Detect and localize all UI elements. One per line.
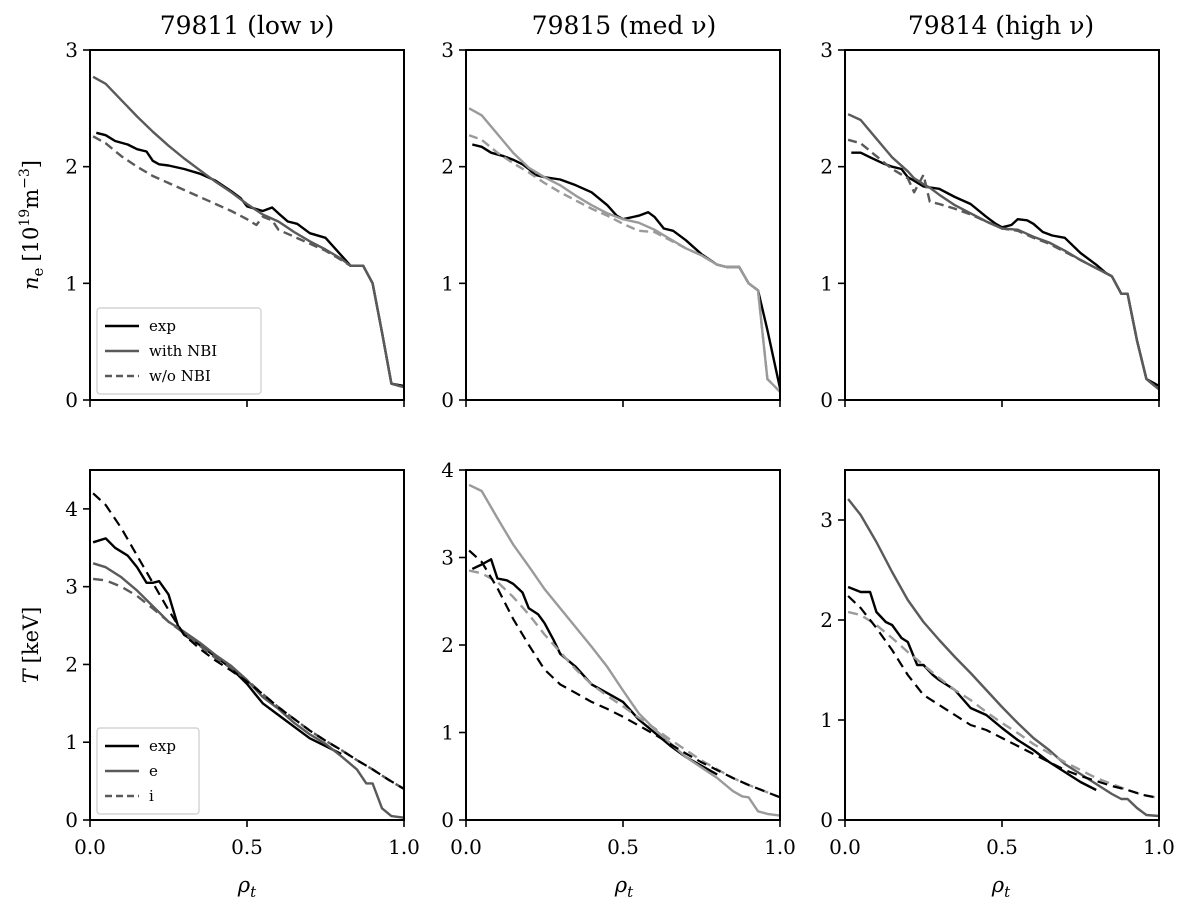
y-tick-label: 1 [820, 708, 833, 732]
series-w-o-nbi-line [468, 134, 780, 393]
y-tick-label: 0 [441, 808, 454, 832]
xlabel-col1-sub: t [250, 883, 257, 901]
xlabel-col3-sub: t [1004, 883, 1011, 901]
y-tick-label: 1 [65, 730, 78, 754]
xlabel-col2-sub: t [627, 883, 634, 901]
xlabel-col2: ρt [614, 873, 634, 901]
ylabel-ne-mid: m [19, 189, 43, 209]
legend-label: w/o NBI [149, 367, 211, 385]
series-with-nbi-line [847, 113, 1159, 391]
legend-label: exp [149, 737, 176, 755]
ylabel-ne-var: n [19, 276, 43, 290]
series-with-nbi-line [92, 75, 404, 389]
x-tick-label: 0.5 [986, 835, 1018, 859]
y-tick-label: 2 [65, 652, 78, 676]
legend-box [96, 727, 200, 815]
y-tick-label: 2 [820, 155, 833, 179]
ylabel-t-var: T [19, 667, 43, 683]
panel-2: 0 1 2 3 [441, 38, 781, 412]
y-tick-label: 4 [441, 458, 454, 482]
legend-label: with NBI [149, 342, 217, 360]
legend-label: exp [149, 317, 176, 335]
x-tick-label: 1.0 [388, 835, 420, 859]
panel-frame [844, 469, 1160, 821]
series-exp-line [851, 151, 1159, 388]
series-i-line [468, 569, 780, 799]
ylabel-t: T [keV] [19, 607, 43, 684]
panel-4: 0 1 2 3 4 0.0 0.5 1.0 exp ei [65, 469, 420, 859]
series-i-sim-line [468, 549, 780, 799]
x-tick-label: 0.5 [231, 835, 263, 859]
y-tick-label: 2 [65, 155, 78, 179]
y-tick-label: 0 [820, 808, 833, 832]
ylabel-ne-prefix: [10 [19, 227, 43, 262]
x-tick-label: 0.0 [74, 835, 106, 859]
ylabel-ne-exp2: −3 [17, 168, 33, 189]
series-i-line [847, 610, 1159, 800]
x-tick-label: 1.0 [764, 835, 796, 859]
x-tick-label: 0.5 [607, 835, 639, 859]
y-tick-label: 2 [441, 155, 454, 179]
ylabel-ne: ne [1019m−3] [17, 160, 47, 290]
series-w-o-nbi-line [847, 138, 1159, 391]
panel-1: 0 1 2 3 exp with NBI w/o NBI [65, 38, 405, 412]
series-e-line [847, 498, 1159, 818]
y-tick-label: 0 [820, 388, 833, 412]
y-tick-label: 1 [820, 271, 833, 295]
legend: exp ei [96, 727, 200, 815]
series-i-sim-line [92, 492, 404, 790]
y-tick-label: 1 [441, 721, 454, 745]
y-tick-label: 3 [820, 38, 833, 62]
xlabel-col3-var: ρ [991, 873, 1005, 897]
y-tick-label: 2 [441, 633, 454, 657]
panel-6: 0 1 2 3 0.0 0.5 1.0 [820, 469, 1175, 859]
y-tick-label: 3 [65, 38, 78, 62]
xlabel-col2-var: ρ [614, 873, 628, 897]
legend-label: e [149, 762, 158, 780]
legend-box [96, 307, 262, 395]
y-tick-label: 3 [65, 575, 78, 599]
panel-frame [465, 49, 781, 401]
legend-label: i [149, 787, 154, 805]
panel-frame [465, 469, 781, 821]
panel-5: 0 1 2 3 4 0.0 0.5 1.0 [441, 458, 796, 859]
xlabel-col1: ρt [237, 873, 257, 901]
y-tick-label: 4 [65, 497, 78, 521]
y-tick-label: 0 [65, 388, 78, 412]
y-tick-label: 3 [820, 508, 833, 532]
series-w-o-nbi-line [92, 135, 404, 389]
title-79811: 79811 (low ν) [160, 11, 335, 40]
panel-frame [844, 49, 1160, 401]
series-exp-line [471, 558, 718, 776]
title-79815: 79815 (med ν) [532, 11, 717, 40]
xlabel-col1-var: ρ [237, 873, 251, 897]
series-exp-line [847, 585, 1097, 792]
legend: exp with NBI w/o NBI [96, 307, 262, 395]
series-i-sim-line [847, 595, 1159, 800]
x-tick-label: 1.0 [1143, 835, 1175, 859]
x-tick-label: 0.0 [829, 835, 861, 859]
ylabel-t-unit: [keV] [19, 607, 43, 664]
x-tick-label: 0.0 [450, 835, 482, 859]
series-e-line [92, 562, 404, 819]
series-exp-line [92, 537, 342, 755]
panels: 0 1 2 3 exp with NBI w/o NBI 0 1 2 3 0 1 2 3 0 1 2 3 4 0.0 0.… [65, 38, 1175, 859]
title-79814: 79814 (high ν) [908, 11, 1094, 40]
y-tick-label: 0 [65, 808, 78, 832]
y-tick-label: 3 [441, 546, 454, 570]
xlabel-col3: ρt [991, 873, 1011, 901]
panel-3: 0 1 2 3 [820, 38, 1160, 412]
y-tick-label: 3 [441, 38, 454, 62]
ylabel-ne-close: ] [19, 160, 43, 168]
y-tick-label: 2 [820, 608, 833, 632]
ylabel-ne-exp: 19 [17, 209, 33, 227]
y-tick-label: 1 [441, 271, 454, 295]
series-e-line [468, 483, 780, 817]
ylabel-ne-sub: e [29, 267, 47, 276]
y-tick-label: 1 [65, 271, 78, 295]
series-i-line [92, 577, 404, 790]
y-tick-label: 0 [441, 388, 454, 412]
series-with-nbi-line [468, 107, 780, 393]
